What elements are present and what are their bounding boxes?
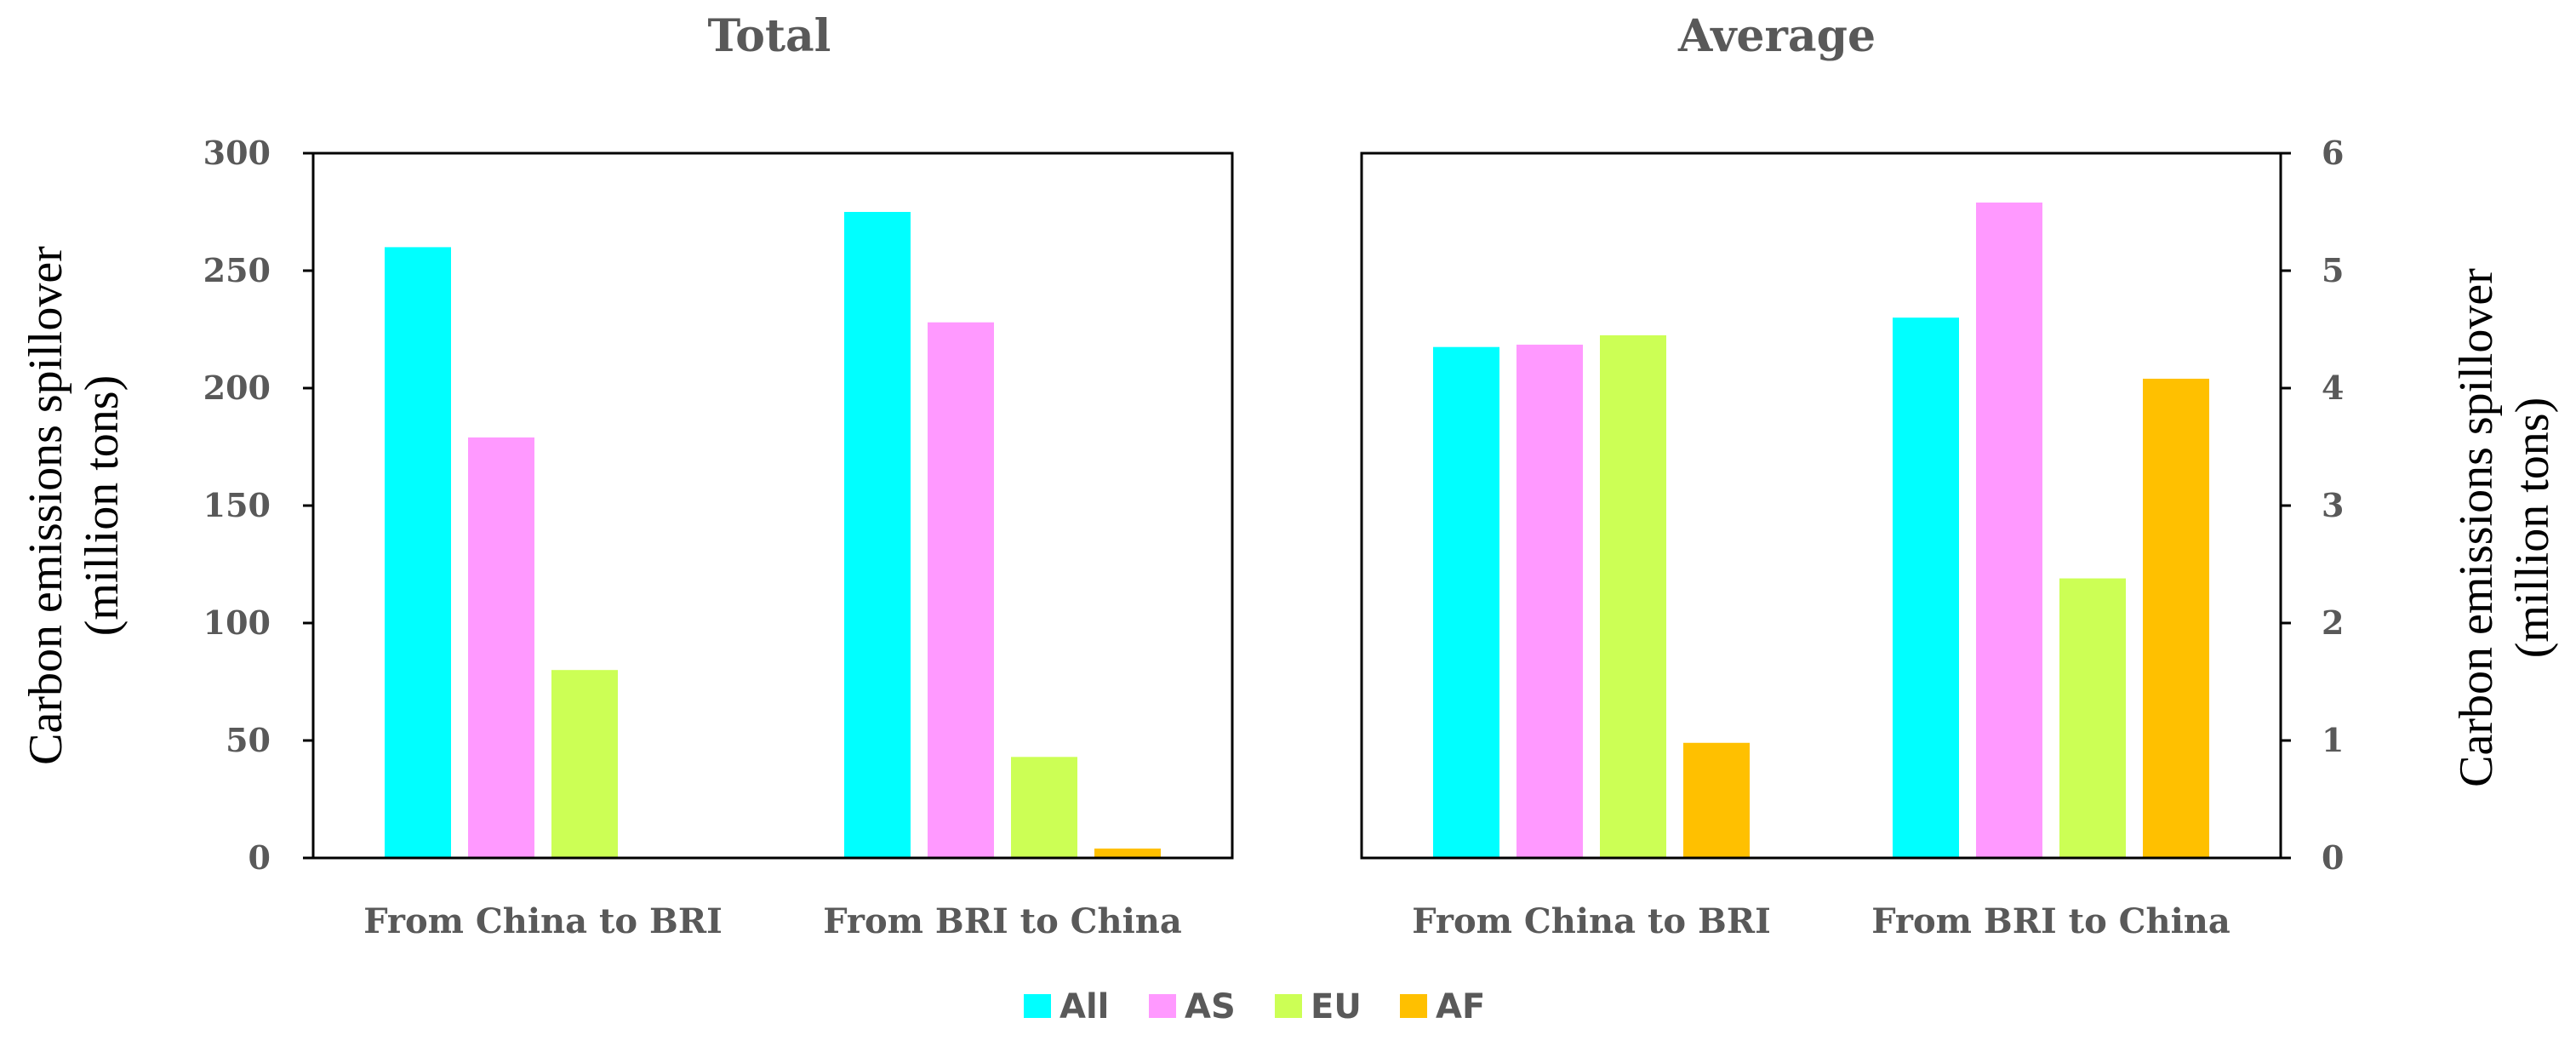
total-bar-all-0	[385, 247, 451, 858]
average-bar-as-1	[1976, 202, 2042, 858]
average-y-tick-label-1: 1	[2322, 721, 2344, 759]
total-chart: Total 0 50 100 150 200 250 300 From China to B…	[20, 10, 1234, 941]
total-category-label-1: From BRI to China	[823, 901, 1182, 941]
average-y-axis-label-line2: (million tons)	[2506, 397, 2559, 658]
average-y-tick-label-2: 2	[2322, 603, 2344, 642]
total-category-label-0: From China to BRI	[363, 901, 723, 941]
average-bar-as-0	[1516, 344, 1583, 858]
average-y-axis-label-line1: Carbon emissions spillover	[2450, 268, 2503, 787]
total-y-tick-label-5: 250	[203, 251, 271, 289]
legend-swatch-all	[1024, 994, 1051, 1018]
legend-label-eu: EU	[1311, 987, 1362, 1026]
average-bar-af-1	[2143, 378, 2209, 859]
total-y-tick-label-3: 150	[203, 486, 271, 524]
legend-label-af: AF	[1436, 987, 1485, 1026]
average-y-tick-label-5: 5	[2322, 251, 2344, 289]
total-bars	[385, 212, 1161, 859]
total-bar-as-1	[928, 322, 994, 859]
legend: All AS EU AF	[1024, 987, 1485, 1026]
average-bar-af-0	[1683, 742, 1750, 858]
average-bars	[1433, 202, 2209, 859]
average-category-label-1: From BRI to China	[1871, 901, 2230, 941]
average-chart-title: Average	[1677, 10, 1876, 62]
average-chart: Average 0 1 2 3 4 5 6 From China to BRI From BR…	[1360, 10, 2559, 941]
total-y-tick-label-1: 50	[226, 721, 271, 759]
total-bar-eu-1	[1011, 757, 1077, 858]
total-bar-as-0	[468, 437, 534, 858]
average-category-label-0: From China to BRI	[1412, 901, 1771, 941]
legend-swatch-af	[1400, 994, 1427, 1018]
legend-label-all: All	[1060, 987, 1109, 1026]
average-bar-all-0	[1433, 346, 1499, 858]
average-y-tick-label-3: 3	[2322, 486, 2344, 524]
average-bar-eu-1	[2059, 578, 2126, 858]
average-y-tick-label-6: 6	[2322, 134, 2344, 172]
average-y-tick-label-4: 4	[2322, 369, 2344, 407]
total-y-tick-label-6: 300	[203, 134, 271, 172]
total-chart-title: Total	[708, 10, 831, 62]
legend-label-as: AS	[1185, 987, 1236, 1026]
total-bar-af-1	[1094, 848, 1161, 858]
average-x-axis-labels: From China to BRI From BRI to China	[1412, 901, 2230, 941]
total-x-axis-labels: From China to BRI From BRI to China	[363, 901, 1182, 941]
average-bar-eu-0	[1600, 334, 1666, 858]
total-y-axis-ticks: 0 50 100 150 200 250 300	[203, 134, 313, 877]
average-y-axis-ticks: 0 1 2 3 4 5 6	[2281, 134, 2344, 877]
total-y-tick-label-4: 200	[203, 369, 271, 407]
legend-swatch-as	[1149, 994, 1176, 1018]
total-y-axis-label-line2: (million tons)	[76, 375, 129, 636]
average-y-tick-label-0: 0	[2322, 838, 2344, 877]
total-bar-eu-0	[551, 670, 618, 858]
average-bar-all-1	[1893, 317, 1959, 858]
total-y-tick-label-0: 0	[248, 838, 271, 877]
legend-swatch-eu	[1275, 994, 1302, 1018]
total-y-axis-label-line1: Carbon emissions spillover	[20, 246, 72, 765]
total-y-tick-label-2: 100	[203, 603, 271, 642]
total-bar-all-1	[844, 212, 911, 858]
